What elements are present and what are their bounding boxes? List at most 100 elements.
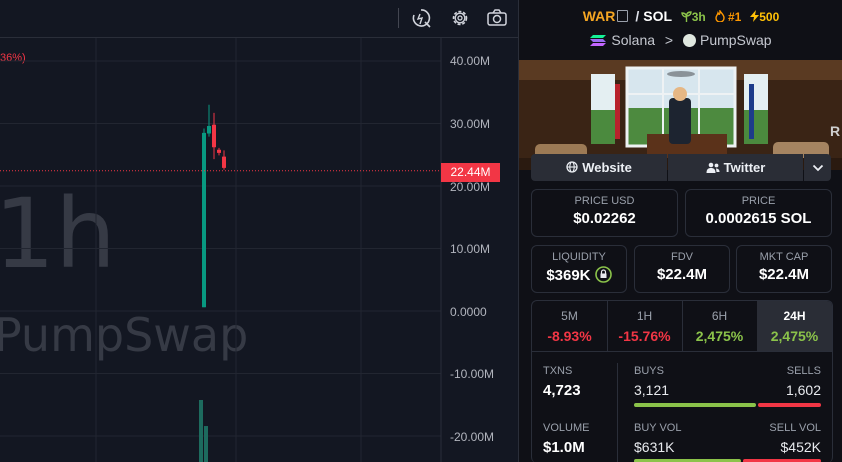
twitter-button[interactable]: Twitter — [668, 154, 803, 181]
pair-info-panel: WAR / SOL 3h #1 500 Solana > PumpSwap — [518, 0, 842, 462]
globe-icon — [566, 161, 578, 173]
pair-age-value: 3h — [691, 10, 706, 24]
y-tick-label: 10.00M — [450, 242, 491, 256]
settings-gear-icon[interactable] — [449, 7, 471, 29]
tab-label: 24H — [783, 309, 806, 323]
sell-volume-bar — [743, 459, 821, 462]
sells-label: SELLS — [786, 365, 821, 377]
candlestick-plot[interactable] — [0, 38, 518, 462]
current-price-tag: 22.44M — [441, 163, 500, 182]
price-usd-box: PRICE USD $0.02262 — [531, 189, 678, 237]
candle-body — [217, 149, 221, 153]
interval-watermark: 1h — [0, 178, 116, 290]
quote-token-symbol: SOL — [643, 8, 672, 24]
sell-volume-value: $452K — [780, 439, 821, 455]
breadcrumb-chevron: > — [664, 32, 674, 48]
chart-grid — [0, 38, 441, 462]
tab-6h[interactable]: 6H 2,475% — [682, 301, 758, 351]
chain-breadcrumb: Solana > PumpSwap — [519, 32, 842, 48]
chart-toolbar — [0, 0, 518, 38]
timeframe-stats: 5M -8.93% 1H -15.76% 6H 2,475% 24H 2,475… — [531, 300, 833, 462]
fdv-box: FDV $22.4M — [634, 245, 730, 293]
more-links-button[interactable] — [804, 154, 831, 181]
fdv-value: $22.4M — [656, 266, 708, 283]
volume-label: VOLUME — [543, 422, 590, 434]
candle-body — [207, 126, 211, 134]
tab-label: 5M — [561, 309, 578, 323]
tab-label: 1H — [636, 309, 653, 323]
tab-24h[interactable]: 24H 2,475% — [757, 301, 832, 351]
mkt-cap-box: MKT CAP $22.4M — [736, 245, 832, 293]
price-native-box: PRICE 0.0002615 SOL — [685, 189, 832, 237]
liquidity-box: LIQUIDITY $369K — [531, 245, 627, 293]
chain-name[interactable]: Solana — [611, 32, 656, 48]
seedling-icon — [681, 11, 692, 22]
tab-change: 2,475% — [695, 328, 744, 344]
candles — [202, 104, 226, 308]
candle-body — [222, 156, 226, 168]
token-banner-image: R — [519, 60, 842, 170]
twitter-label: Twitter — [723, 160, 766, 175]
pair-age-badge: 3h — [681, 10, 706, 24]
volume-value: $1.0M — [543, 439, 585, 456]
liquidity-label: LIQUIDITY — [552, 251, 606, 263]
tab-5m[interactable]: 5M -8.93% — [532, 301, 608, 351]
txns-label: TXNS — [543, 365, 573, 377]
price-usd-value: $0.02262 — [573, 210, 636, 227]
volume-bars — [199, 400, 208, 462]
lock-icon[interactable] — [594, 266, 612, 283]
users-icon — [706, 162, 720, 173]
buy-volume-value: $631K — [634, 439, 675, 455]
buys-ratio-bar — [634, 403, 756, 407]
pumpswap-logo-icon — [682, 34, 696, 47]
price-usd-label: PRICE USD — [574, 195, 635, 207]
buy-volume-label: BUY VOL — [634, 422, 682, 434]
candle-body — [202, 132, 206, 308]
price-chart[interactable]: 1h PumpSwap 36%) 40.00M 30.00M 20.00M 10… — [0, 0, 518, 462]
copy-icon[interactable] — [617, 10, 629, 22]
txns-value: 4,723 — [543, 382, 581, 399]
mkt-cap-value: $22.4M — [758, 266, 810, 283]
links-bar: Website Twitter — [531, 154, 831, 181]
base-token-symbol: WAR — [582, 8, 616, 24]
tab-1h[interactable]: 1H -15.76% — [607, 301, 683, 351]
liquidity-value: $369K — [546, 267, 591, 284]
trending-rank-badge[interactable]: #1 — [714, 8, 742, 24]
tab-label: 6H — [711, 309, 728, 323]
tab-change: 2,475% — [770, 328, 819, 344]
website-button[interactable]: Website — [531, 154, 667, 181]
pair-header: WAR / SOL 3h #1 500 — [519, 8, 842, 24]
solana-logo-icon — [590, 35, 607, 46]
trending-rank-value: #1 — [727, 10, 742, 24]
dex-watermark: PumpSwap — [0, 308, 249, 362]
chevron-down-icon — [812, 164, 823, 172]
y-tick-label: -20.00M — [450, 430, 495, 444]
buys-label: BUYS — [634, 365, 664, 377]
price-native-value: 0.0002615 SOL — [705, 210, 812, 227]
replay-icon[interactable] — [410, 7, 432, 29]
candle-body — [212, 124, 216, 148]
pair-separator: / — [635, 8, 640, 24]
buys-value: 3,121 — [634, 382, 670, 398]
y-tick-label: 40.00M — [450, 54, 491, 68]
buy-volume-bar — [634, 459, 741, 462]
sells-value: 1,602 — [785, 382, 821, 398]
y-tick-label: 30.00M — [450, 117, 491, 131]
toolbar-divider — [398, 8, 399, 28]
y-tick-label: 0.0000 — [450, 305, 487, 319]
divider — [617, 363, 618, 462]
fdv-label: FDV — [671, 251, 693, 263]
price-native-label: PRICE — [741, 195, 776, 207]
website-label: Website — [582, 160, 632, 175]
camera-icon[interactable] — [486, 7, 508, 29]
sell-volume-label: SELL VOL — [769, 422, 821, 434]
y-tick-label: 20.00M — [450, 180, 491, 194]
dex-name[interactable]: PumpSwap — [699, 32, 772, 48]
mkt-cap-label: MKT CAP — [759, 251, 809, 263]
tab-change: -15.76% — [618, 328, 671, 344]
volume-bar — [199, 400, 203, 462]
banner-overlay-letter: R — [830, 123, 840, 139]
boost-count: 500 — [759, 10, 780, 24]
boost-badge[interactable]: 500 — [750, 10, 779, 24]
divider — [532, 351, 832, 352]
